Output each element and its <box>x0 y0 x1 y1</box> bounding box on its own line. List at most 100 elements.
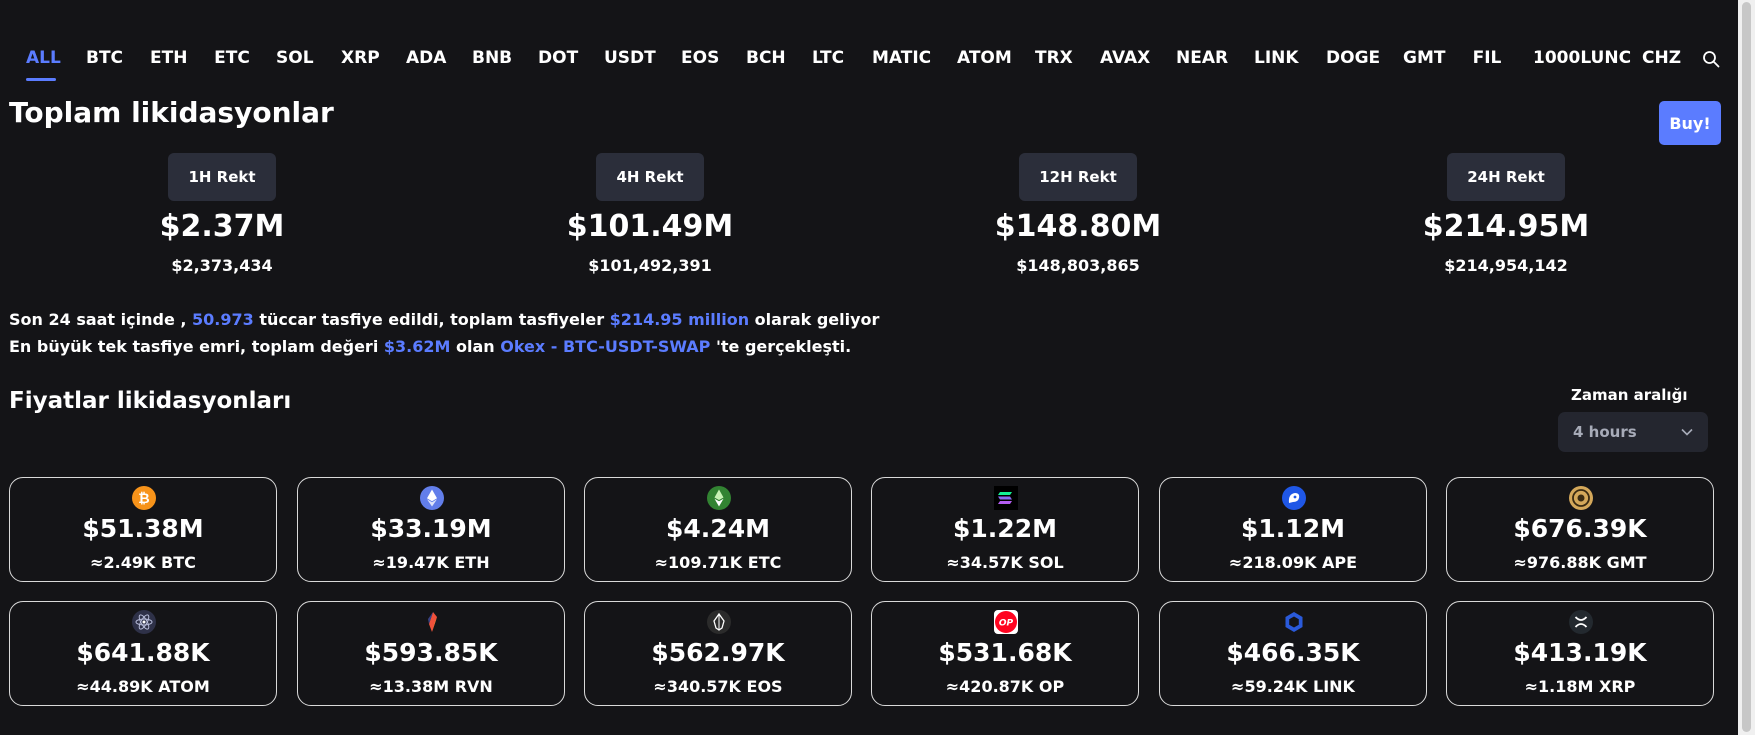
summary-line-1: Son 24 saat içinde , 50.973 tüccar tasfi… <box>9 306 879 333</box>
rekt-exact-value: $148,803,865 <box>1016 256 1140 275</box>
liquidation-amount: ≈420.87K OP <box>945 677 1065 696</box>
liquidation-amount: ≈44.89K ATOM <box>76 677 210 696</box>
active-tab-indicator <box>26 78 56 81</box>
coin-card[interactable]: $413.19K ≈1.18M XRP <box>1446 601 1714 706</box>
coin-card[interactable]: $676.39K ≈976.88K GMT <box>1446 477 1714 582</box>
tab-atom[interactable]: ATOM <box>957 48 1012 68</box>
summary-text: En büyük tek tasfiye emri, toplam değeri <box>9 337 384 356</box>
rekt-block: 4H Rekt $101.49M $101,492,391 <box>450 153 850 275</box>
tab-eth[interactable]: ETH <box>150 48 188 68</box>
traders-count: 50.973 <box>192 310 254 329</box>
largest-order-exchange-link[interactable]: Okex - BTC-USDT-SWAP <box>500 337 711 356</box>
tab-sol[interactable]: SOL <box>276 48 314 68</box>
vertical-scrollbar[interactable] <box>1738 0 1755 735</box>
tab-1000lunc[interactable]: 1000LUNC <box>1533 48 1632 68</box>
coin-card[interactable]: $1.12M ≈218.09K APE <box>1159 477 1427 582</box>
tab-near[interactable]: NEAR <box>1176 48 1229 68</box>
tab-eos[interactable]: EOS <box>681 48 720 68</box>
rekt-block: 12H Rekt $148.80M $148,803,865 <box>878 153 1278 275</box>
tab-ada[interactable]: ADA <box>406 48 447 68</box>
liquidation-amount: ≈34.57K SOL <box>946 553 1064 572</box>
search-icon[interactable] <box>1702 50 1720 68</box>
liquidation-value: $4.24M <box>666 514 770 543</box>
liquidation-amount: ≈13.38M RVN <box>369 677 493 696</box>
buy-button[interactable]: Buy! <box>1659 101 1721 145</box>
tab-btc[interactable]: BTC <box>86 48 124 68</box>
coin-card[interactable]: $1.22M ≈34.57K SOL <box>871 477 1139 582</box>
coin-card[interactable]: ₿ $51.38M ≈2.49K BTC <box>9 477 277 582</box>
rekt-value: $214.95M <box>1422 209 1590 244</box>
tab-avax[interactable]: AVAX <box>1100 48 1151 68</box>
tab-chz[interactable]: CHZ <box>1642 48 1682 68</box>
coin-card[interactable]: $466.35K ≈59.24K LINK <box>1159 601 1427 706</box>
liquidation-amount: ≈19.47K ETH <box>372 553 490 572</box>
rvn-icon <box>420 610 444 634</box>
tab-ltc[interactable]: LTC <box>812 48 845 68</box>
liquidation-amount: ≈976.88K GMT <box>1513 553 1647 572</box>
liquidation-value: $33.19M <box>370 514 492 543</box>
btc-icon: ₿ <box>132 486 156 510</box>
tab-bnb[interactable]: BNB <box>472 48 513 68</box>
liquidation-amount: ≈1.18M XRP <box>1524 677 1636 696</box>
rekt-value: $148.80M <box>994 209 1162 244</box>
rekt-period-badge: 12H Rekt <box>1019 153 1137 201</box>
tab-all[interactable]: ALL <box>26 48 61 81</box>
liquidation-value: $676.39K <box>1513 514 1647 543</box>
coin-card[interactable]: $641.88K ≈44.89K ATOM <box>9 601 277 706</box>
summary-text: Son 24 saat içinde , <box>9 310 193 329</box>
summary-line-2: En büyük tek tasfiye emri, toplam değeri… <box>9 333 879 360</box>
op-icon: OP <box>994 610 1018 634</box>
tab-link[interactable]: LINK <box>1254 48 1299 68</box>
liquidation-value: $562.97K <box>651 638 785 667</box>
eos-icon <box>707 610 731 634</box>
tab-etc[interactable]: ETC <box>214 48 250 68</box>
total-liquidation: $214.95 million <box>609 310 750 329</box>
tab-trx[interactable]: TRX <box>1035 48 1073 68</box>
atom-icon <box>132 610 156 634</box>
largest-order-value: $3.62M <box>383 337 451 356</box>
xrp-icon <box>1569 610 1593 634</box>
liquidation-amount: ≈218.09K APE <box>1228 553 1358 572</box>
link-icon <box>1282 610 1306 634</box>
tab-xrp[interactable]: XRP <box>341 48 380 68</box>
coin-card[interactable]: $4.24M ≈109.71K ETC <box>584 477 852 582</box>
liquidation-amount: ≈340.57K EOS <box>653 677 783 696</box>
liquidation-value: $531.68K <box>938 638 1072 667</box>
page-title: Toplam likidasyonlar <box>9 96 334 129</box>
coin-card[interactable]: $593.85K ≈13.38M RVN <box>297 601 565 706</box>
tab-fil[interactable]: FIL <box>1472 48 1502 68</box>
tab-matic[interactable]: MATIC <box>872 48 932 68</box>
tab-usdt[interactable]: USDT <box>604 48 656 68</box>
section-title: Fiyatlar likidasyonları <box>9 388 292 414</box>
tab-bch[interactable]: BCH <box>746 48 786 68</box>
liquidation-value: $1.12M <box>1241 514 1345 543</box>
liquidation-value: $413.19K <box>1513 638 1647 667</box>
time-range-select[interactable]: 4 hours <box>1558 412 1708 452</box>
svg-text:₿: ₿ <box>138 491 149 507</box>
coin-card[interactable]: $562.97K ≈340.57K EOS <box>584 601 852 706</box>
svg-text:OP: OP <box>999 619 1014 629</box>
summary-text: 'te gerçekleşti. <box>710 337 852 356</box>
scrollbar-thumb[interactable] <box>1742 2 1751 732</box>
tab-dot[interactable]: DOT <box>538 48 579 68</box>
time-range-label: Zaman aralığı <box>1571 386 1688 404</box>
liquidation-value: $466.35K <box>1226 638 1360 667</box>
liquidation-value: $641.88K <box>76 638 210 667</box>
rekt-value: $101.49M <box>566 209 734 244</box>
liquidation-amount: ≈2.49K BTC <box>90 553 196 572</box>
rekt-period-badge: 1H Rekt <box>168 153 276 201</box>
summary-text: olan <box>450 337 501 356</box>
sol-icon <box>994 486 1018 510</box>
chevron-down-icon <box>1681 428 1693 436</box>
ape-icon <box>1282 486 1306 510</box>
liquidation-summary: Son 24 saat içinde , 50.973 tüccar tasfi… <box>9 306 879 360</box>
rekt-period-badge: 24H Rekt <box>1447 153 1565 201</box>
coin-card[interactable]: $33.19M ≈19.47K ETH <box>297 477 565 582</box>
liquidation-amount: ≈109.71K ETC <box>654 553 782 572</box>
gmt-icon <box>1569 486 1593 510</box>
liquidation-amount: ≈59.24K LINK <box>1231 677 1355 696</box>
tab-gmt[interactable]: GMT <box>1403 48 1446 68</box>
rekt-period-badge: 4H Rekt <box>596 153 704 201</box>
coin-card[interactable]: OP $531.68K ≈420.87K OP <box>871 601 1139 706</box>
tab-doge[interactable]: DOGE <box>1326 48 1381 68</box>
